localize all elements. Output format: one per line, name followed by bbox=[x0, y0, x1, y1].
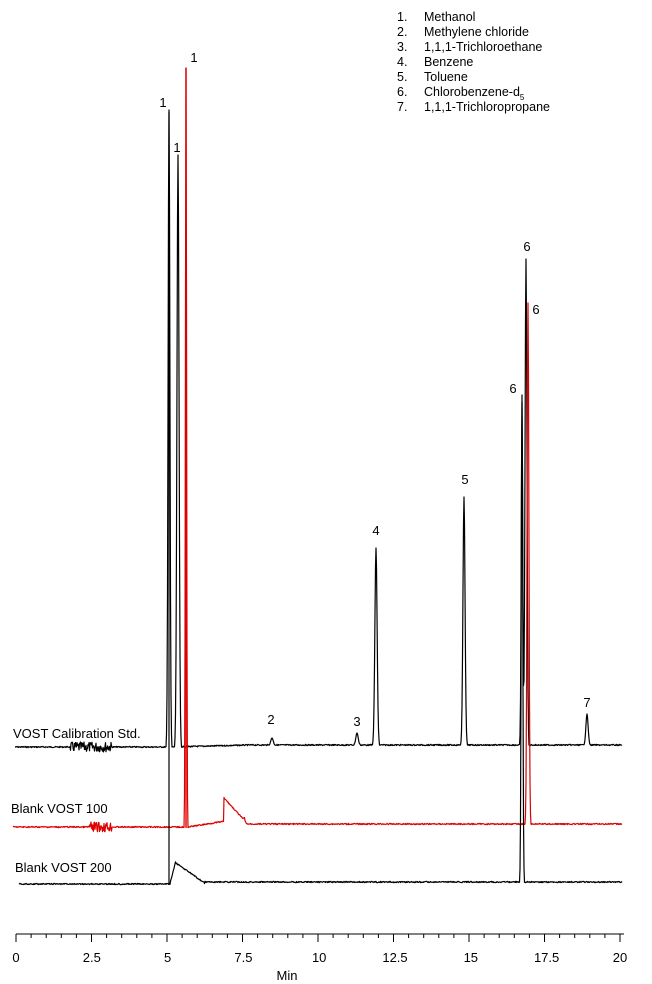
peak-label-cal-6: 6 bbox=[523, 239, 530, 254]
x-tick-label-17.5: 17.5 bbox=[534, 950, 559, 965]
x-tick-label-5: 5 bbox=[164, 950, 171, 965]
peak-label-cal-7: 7 bbox=[583, 695, 590, 710]
trace-label-calibration: VOST Calibration Std. bbox=[13, 726, 141, 741]
legend-name-1: Methanol bbox=[424, 10, 475, 24]
peak-labels: 1 1 1 2 3 4 5 6 6 6 7 bbox=[159, 50, 590, 729]
legend-name-7: 1,1,1-Trichloropropane bbox=[424, 100, 550, 114]
peak-label-cal-5: 5 bbox=[461, 472, 468, 487]
legend-name-2: Methylene chloride bbox=[424, 25, 529, 39]
trace-calibration bbox=[14, 109, 623, 753]
peak-label-b200-6: 6 bbox=[509, 381, 516, 396]
x-ticks bbox=[15, 934, 621, 942]
legend-num-1: 1. bbox=[397, 10, 407, 24]
legend-num-6: 6. bbox=[397, 85, 407, 99]
peak-label-cal-2: 2 bbox=[267, 712, 274, 727]
legend-name-3: 1,1,1-Trichloroethane bbox=[424, 40, 542, 54]
x-tick-label-0: 0 bbox=[12, 950, 19, 965]
legend-name-4: Benzene bbox=[424, 55, 473, 69]
peak-label-cal-4: 4 bbox=[372, 523, 379, 538]
x-tick-label-20: 20 bbox=[613, 950, 627, 965]
x-axis-title: Min bbox=[277, 968, 298, 983]
x-tick-label-7.5: 7.5 bbox=[234, 950, 252, 965]
legend-name-5: Toluene bbox=[424, 70, 468, 84]
peak-label-cal-3: 3 bbox=[353, 714, 360, 729]
legend-name-6-base: Chlorobenzene-d bbox=[424, 85, 520, 99]
legend-num-5: 5. bbox=[397, 70, 407, 84]
x-tick-label-10: 10 bbox=[312, 950, 326, 965]
peak-label-b100-6: 6 bbox=[532, 302, 539, 317]
trace-label-blank-100: Blank VOST 100 bbox=[11, 801, 108, 816]
x-tick-label-12.5: 12.5 bbox=[382, 950, 407, 965]
x-axis: 0 2.5 5 7.5 10 12.5 15 17.5 20 Min bbox=[12, 933, 627, 983]
legend-num-7: 7. bbox=[397, 100, 407, 114]
legend-name-6: Chlorobenzene-d5 bbox=[424, 85, 525, 102]
peak-label-b100-1: 1 bbox=[190, 50, 197, 65]
legend-name-6-sub: 5 bbox=[520, 93, 525, 102]
peak-label-cal-1: 1 bbox=[159, 95, 166, 110]
x-tick-label-2.5: 2.5 bbox=[83, 950, 101, 965]
trace-label-blank-200: Blank VOST 200 bbox=[15, 860, 112, 875]
legend-num-3: 3. bbox=[397, 40, 407, 54]
legend-num-2: 2. bbox=[397, 25, 407, 39]
trace-blank-200 bbox=[18, 394, 623, 886]
peak-label-b200-1: 1 bbox=[173, 140, 180, 155]
x-tick-label-15: 15 bbox=[464, 950, 478, 965]
traces bbox=[12, 67, 623, 886]
legend-num-4: 4. bbox=[397, 55, 407, 69]
trace-blank-100 bbox=[12, 67, 623, 833]
legend: 1. Methanol 2. Methylene chloride 3. 1,1… bbox=[397, 10, 550, 114]
